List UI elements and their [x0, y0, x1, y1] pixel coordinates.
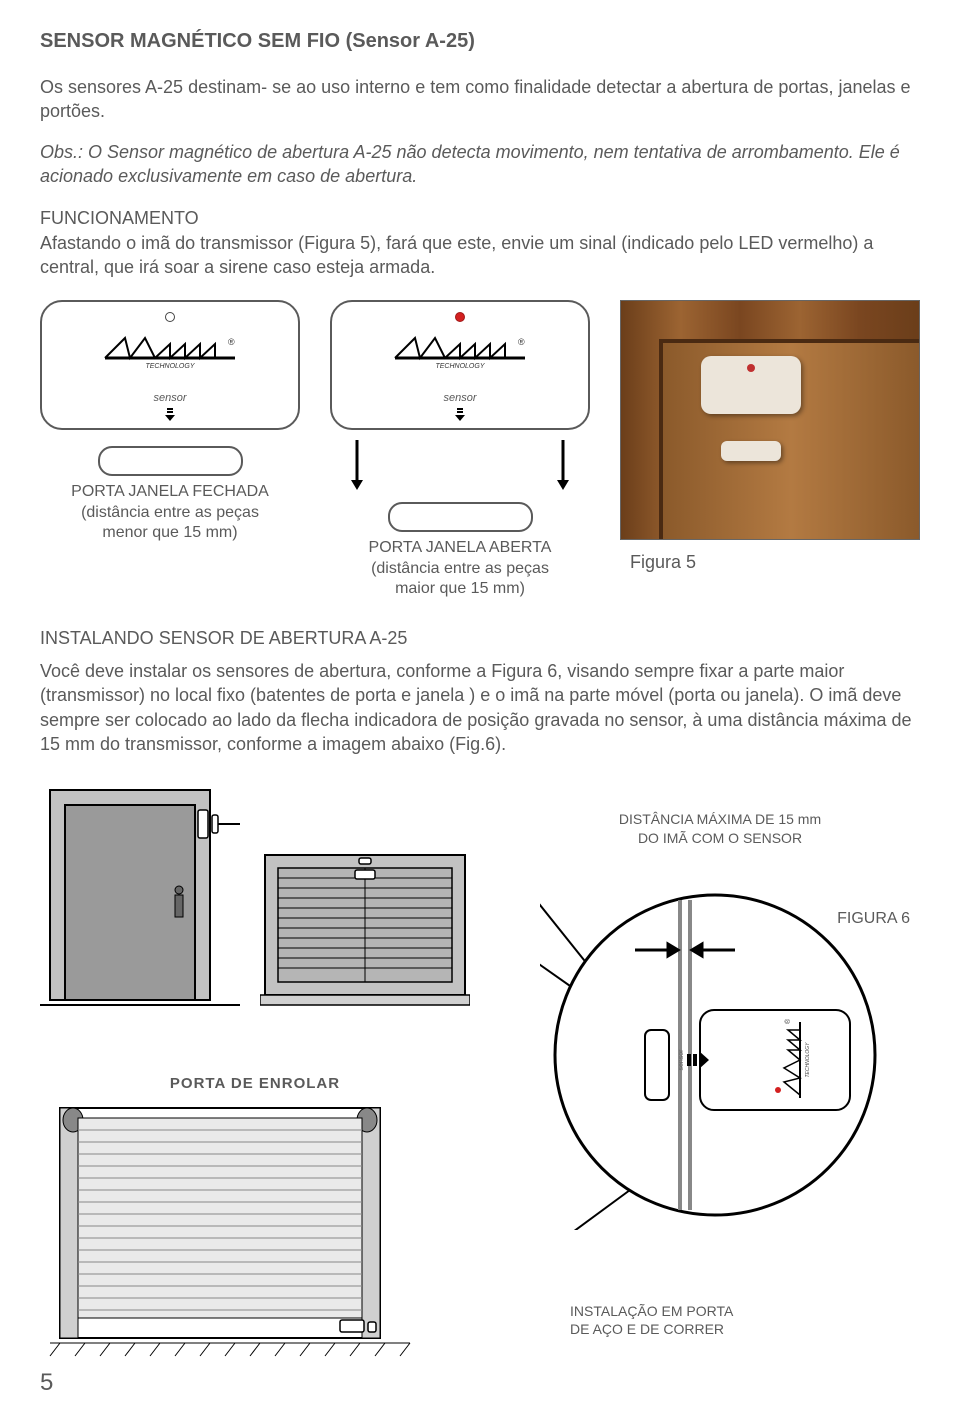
magnet-closed [98, 446, 243, 476]
vetti-logo: TECHNOLOGY ® [100, 330, 240, 370]
rolling-door-diagram [40, 1098, 420, 1358]
window-diagram [260, 850, 470, 1010]
figure6-area: PORTA DE ENROLAR [40, 780, 920, 1363]
door-window-row [40, 780, 470, 1010]
svg-text:®: ® [784, 1018, 792, 1024]
separation-arrows [330, 440, 590, 490]
func-paragraph: Afastando o imã do transmissor (Figura 5… [40, 231, 920, 280]
obs-paragraph: Obs.: O Sensor magnético de abertura A-2… [40, 140, 920, 189]
down-arrow-icon [453, 408, 467, 422]
svg-text:®: ® [518, 337, 525, 347]
closed-panel: TECHNOLOGY ® sensor PORTA JANELA FECHADA… [40, 300, 300, 544]
install-photo [620, 300, 920, 540]
magnet-open [388, 502, 533, 532]
open-caption: PORTA JANELA ABERTA (distância entre as … [330, 538, 590, 600]
svg-text:TECHNOLOGY: TECHNOLOGY [805, 1042, 811, 1078]
down-arrow-icon [163, 408, 177, 422]
func-heading: FUNCIONAMENTO [40, 208, 920, 229]
distance-label: DISTÂNCIA MÁXIMA DE 15 mm DO IMÃ COM O S… [600, 810, 840, 846]
vetti-logo: TECHNOLOGY ® [390, 330, 530, 370]
down-arrow-icon [556, 440, 570, 490]
closed-caption: PORTA JANELA FECHADA (distância entre as… [40, 482, 300, 544]
svg-text:®: ® [228, 337, 235, 347]
figure6-left: PORTA DE ENROLAR [40, 780, 470, 1363]
install-paragraph: Você deve instalar os sensores de abertu… [40, 659, 920, 756]
svg-text:sensor: sensor [678, 1049, 685, 1071]
down-arrow-icon [350, 440, 364, 490]
led-off-icon [165, 312, 175, 322]
sensor-label: sensor [443, 392, 476, 404]
sensor-label: sensor [153, 392, 186, 404]
installation-note: INSTALAÇÃO EM PORTA DE AÇO E DE CORRER [570, 1302, 733, 1338]
sensor-diagram-open: TECHNOLOGY ® sensor [330, 300, 590, 430]
led-on-icon [455, 312, 465, 322]
door-diagram [40, 780, 240, 1010]
figure5-row: TECHNOLOGY ® sensor PORTA JANELA FECHADA… [40, 300, 920, 600]
svg-text:TECHNOLOGY: TECHNOLOGY [435, 363, 485, 370]
sensor-diagram-closed: TECHNOLOGY ® sensor [40, 300, 300, 430]
intro-paragraph: Os sensores A-25 destinam- se ao uso int… [40, 75, 920, 124]
photo-column: Figura 5 [620, 300, 920, 573]
page-title: SENSOR MAGNÉTICO SEM FIO (Sensor A-25) [40, 30, 920, 53]
figure5-label: Figura 5 [630, 552, 920, 573]
page-number: 5 [40, 1369, 920, 1397]
install-heading: INSTALANDO SENSOR DE ABERTURA A-25 [40, 628, 920, 649]
rolling-door-title: PORTA DE ENROLAR [40, 1075, 470, 1092]
svg-text:TECHNOLOGY: TECHNOLOGY [145, 363, 195, 370]
circle-detail-diagram: sensor TECHNOLOGY ® [540, 880, 890, 1230]
open-panel: TECHNOLOGY ® sensor PORTA JANELA ABERTA [330, 300, 590, 600]
figure6-right: DISTÂNCIA MÁXIMA DE 15 mm DO IMÃ COM O S… [480, 780, 920, 1363]
